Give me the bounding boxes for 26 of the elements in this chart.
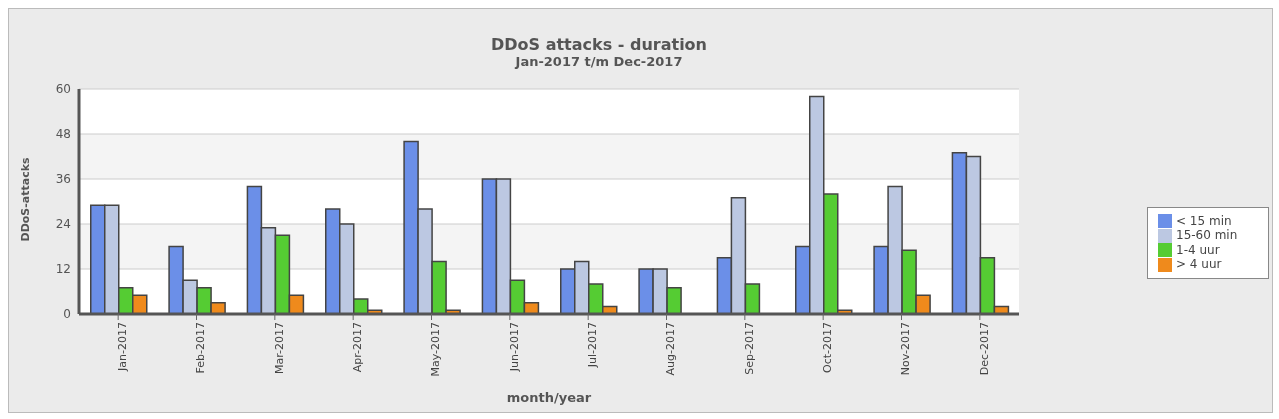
x-tick-label: Aug-2017 bbox=[664, 322, 678, 376]
y-tick-label: 0 bbox=[63, 307, 71, 322]
legend-label: < 15 min bbox=[1176, 213, 1232, 228]
y-tick-label: 12 bbox=[55, 262, 71, 277]
legend-label: > 4 uur bbox=[1176, 257, 1222, 271]
y-tick-label: 24 bbox=[55, 217, 71, 232]
x-tick-label: May-2017 bbox=[429, 322, 443, 377]
x-tick-label: Jun-2017 bbox=[507, 322, 521, 373]
chart-title: DDoS attacks - duration bbox=[490, 35, 708, 54]
y-tick-label: 36 bbox=[55, 172, 71, 187]
y-tick-label: 48 bbox=[55, 127, 71, 142]
x-tick-label: Feb-2017 bbox=[194, 322, 208, 374]
x-tick-label: Jan-2017 bbox=[115, 322, 129, 372]
x-tick-label: Sep-2017 bbox=[742, 322, 756, 375]
chart-subtitle: Jan-2017 t/m Dec-2017 bbox=[513, 54, 684, 69]
x-tick-label: Mar-2017 bbox=[272, 322, 286, 375]
x-tick-label: Apr-2017 bbox=[350, 322, 364, 373]
x-tick-label: Oct-2017 bbox=[820, 322, 834, 373]
y-axis-title: DDoS-attacks bbox=[18, 157, 32, 242]
legend-label: 15-60 min bbox=[1176, 228, 1238, 242]
legend-label: 1-4 uur bbox=[1176, 242, 1220, 257]
x-axis-title: month/year bbox=[506, 390, 592, 405]
x-tick-label: Nov-2017 bbox=[899, 322, 913, 376]
x-tick-label: Dec-2017 bbox=[977, 322, 991, 376]
y-tick-label: 60 bbox=[55, 82, 71, 97]
x-tick-label: Jul-2017 bbox=[585, 322, 599, 369]
